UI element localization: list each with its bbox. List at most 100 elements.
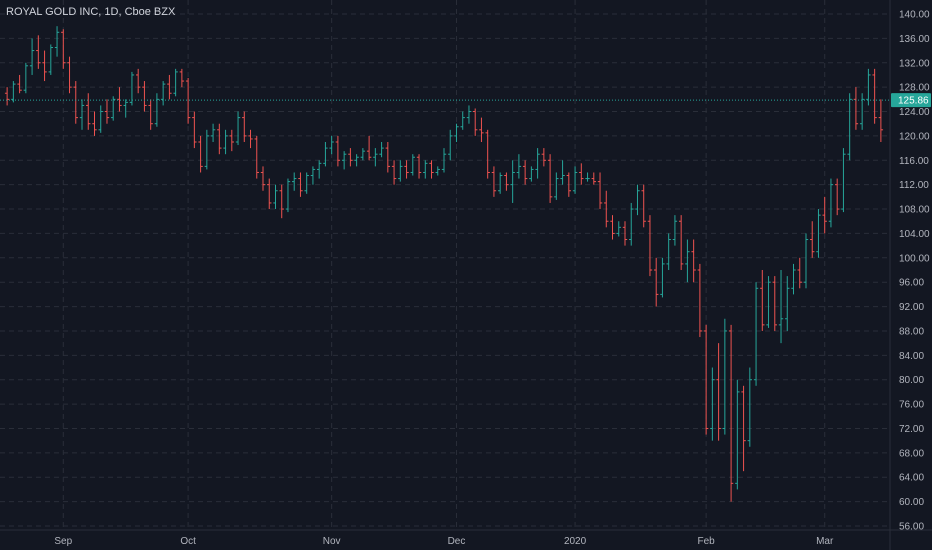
ohlc-bar (86, 93, 91, 130)
ohlc-bar (11, 81, 16, 103)
ohlc-bar (348, 148, 353, 167)
y-tick-label-3: 128.00 (899, 83, 930, 94)
ohlc-bar (741, 385, 746, 472)
ohlc-bar (572, 166, 578, 194)
ohlc-bar (816, 209, 821, 258)
ohlc-bar (173, 68, 178, 97)
ohlc-bar (485, 129, 490, 179)
ohlc-bar (691, 239, 696, 283)
y-tick-label-2: 132.00 (899, 58, 930, 69)
ohlc-bar (154, 93, 160, 127)
ohlc-bar (753, 282, 759, 386)
ohlc-bar (267, 178, 272, 210)
y-tick-label-11: 96.00 (899, 278, 924, 289)
ohlc-bar (142, 81, 147, 112)
ohlc-bar (516, 154, 522, 179)
ohlc-bar (841, 148, 846, 213)
x-tick-label-1: Oct (180, 536, 196, 547)
y-tick-label-16: 76.00 (899, 400, 924, 411)
ohlc-bar (435, 166, 440, 176)
ohlc-bar (54, 26, 60, 57)
ohlc-bar (497, 172, 503, 194)
ohlc-bar (785, 276, 790, 331)
ohlc-bar (460, 111, 465, 130)
ohlc-bar (866, 68, 871, 106)
x-tick-label-5: Feb (698, 536, 716, 547)
ohlc-bar (329, 135, 334, 155)
ohlc-bar (772, 276, 777, 331)
ohlc-bar (223, 129, 228, 155)
ohlc-bar (36, 35, 41, 69)
ohlc-bar (560, 160, 565, 185)
ohlc-bar (292, 172, 297, 191)
ohlc-bar (728, 324, 734, 502)
ohlc-bar (423, 160, 428, 179)
ohlc-bar (504, 172, 509, 191)
ohlc-bar (410, 154, 415, 176)
ohlc-bar (316, 160, 322, 179)
ohlc-bar (73, 81, 78, 124)
ohlc-bar (160, 81, 166, 106)
ohlc-bar (716, 343, 721, 441)
ohlc-bar (279, 184, 284, 219)
ohlc-bar (616, 221, 621, 237)
chart-title: ROYAL GOLD INC, 1D, Cboe BZX (6, 6, 176, 18)
ohlc-bar (198, 135, 203, 173)
last-price-value: 125.86 (898, 96, 929, 107)
ohlc-bar (354, 154, 359, 167)
ohlc-bar (641, 184, 646, 228)
x-tick-label-3: Dec (448, 536, 466, 547)
ohlc-bar (79, 99, 85, 130)
y-tick-label-17: 72.00 (899, 424, 924, 435)
time-axis[interactable]: SepOctNovDec2020FebMarAprMay (54, 536, 932, 547)
y-tick-label-13: 88.00 (899, 326, 924, 337)
ohlc-bar (579, 163, 584, 185)
price-axis[interactable]: 140.00 136.00 132.00 128.00 124.00 120.00 116.… (899, 10, 930, 533)
ohlc-bar (847, 93, 852, 161)
ohlc-bar (660, 257, 665, 298)
ohlc-bar (522, 160, 528, 185)
y-tick-label-18: 68.00 (899, 448, 924, 459)
ohlc-bar (235, 111, 241, 146)
y-tick-label-6: 116.00 (899, 156, 929, 167)
ohlc-bar (760, 270, 765, 331)
ohlc-bar (129, 71, 135, 106)
ohlc-bar (29, 38, 35, 75)
ohlc-bar (766, 276, 771, 328)
y-tick-label-5: 120.00 (899, 131, 930, 142)
ohlc-bar (298, 172, 303, 197)
ohlc-bar (541, 148, 547, 167)
ohlc-bar (273, 184, 278, 210)
ohlc-bar (148, 99, 153, 130)
ohlc-bar (834, 178, 840, 216)
y-tick-label-12: 92.00 (899, 302, 924, 313)
x-tick-label-6: Mar (816, 536, 834, 547)
x-tick-label-4: 2020 (564, 536, 587, 547)
ohlc-bar (529, 166, 534, 182)
ohlc-bar (429, 160, 434, 179)
ohlc-bar (185, 78, 191, 124)
ohlc-bar (341, 151, 347, 170)
ohlc-bar (622, 221, 628, 246)
x-tick-label-0: Sep (54, 536, 72, 547)
x-tick-label-2: Nov (323, 536, 341, 547)
ohlc-bar (597, 172, 603, 210)
ohlc-bar (710, 367, 715, 441)
ohlc-bar (98, 105, 103, 133)
ohlc-bar (123, 99, 128, 118)
ohlc-bar (304, 172, 309, 194)
ohlc-bar (217, 123, 222, 155)
y-tick-label-20: 60.00 (899, 497, 924, 508)
ohlc-bar (566, 172, 572, 197)
y-tick-label-4: 124.00 (899, 107, 930, 118)
ohlc-bar (678, 215, 684, 270)
ohlc-bar (747, 367, 753, 447)
ohlc-bar (535, 148, 540, 179)
ohlc-bar (366, 135, 372, 161)
ohlc-bar (872, 68, 877, 124)
ohlc-bar (591, 172, 596, 185)
ohlc-bar (466, 105, 472, 124)
ohlc-bar (878, 99, 884, 142)
ohlc-bar (373, 148, 378, 167)
